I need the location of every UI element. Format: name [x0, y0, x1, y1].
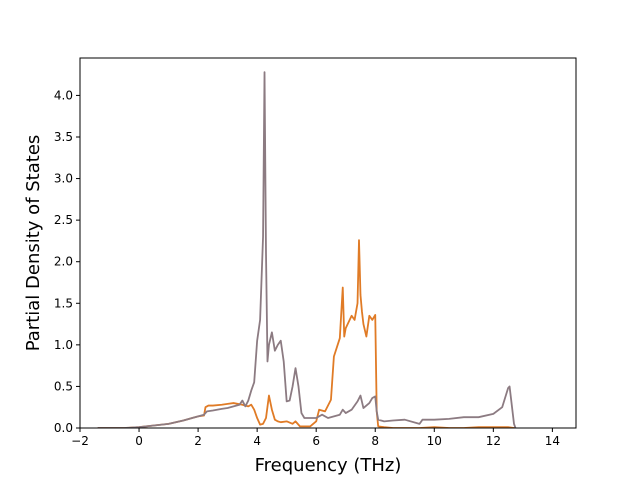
x-axis-ticks: −2 0 2 4 6 8 10 12 14 [71, 428, 560, 448]
x-tick-label: 4 [253, 434, 261, 448]
y-tick-label: 1.0 [54, 338, 73, 352]
x-tick-label: 14 [545, 434, 560, 448]
x-tick-label: 10 [427, 434, 442, 448]
x-tick-label: −2 [71, 434, 89, 448]
y-axis-label: Partial Density of States [23, 135, 44, 352]
y-tick-label: 0.5 [54, 379, 73, 393]
y-tick-label: 2.5 [54, 213, 73, 227]
x-tick-label: 8 [371, 434, 379, 448]
y-axis-ticks: 0.0 0.5 1.0 1.5 2.0 2.5 3.0 3.5 4.0 [54, 88, 80, 435]
series-line-2 [97, 71, 517, 428]
x-tick-label: 2 [194, 434, 202, 448]
y-tick-label: 2.0 [54, 255, 73, 269]
axes-frame [79, 57, 577, 429]
series-line-1 [97, 239, 516, 428]
y-tick-label: 3.5 [54, 130, 73, 144]
x-axis-label: Frequency (THz) [255, 455, 402, 476]
x-tick-label: 12 [486, 434, 501, 448]
series-layer [97, 71, 517, 428]
x-tick-label: 6 [312, 434, 320, 448]
y-tick-label: 0.0 [54, 421, 73, 435]
plot-area [79, 57, 577, 429]
x-tick-label: 0 [135, 434, 143, 448]
y-tick-label: 1.5 [54, 296, 73, 310]
y-tick-label: 3.0 [54, 172, 73, 186]
y-tick-label: 4.0 [54, 88, 73, 102]
